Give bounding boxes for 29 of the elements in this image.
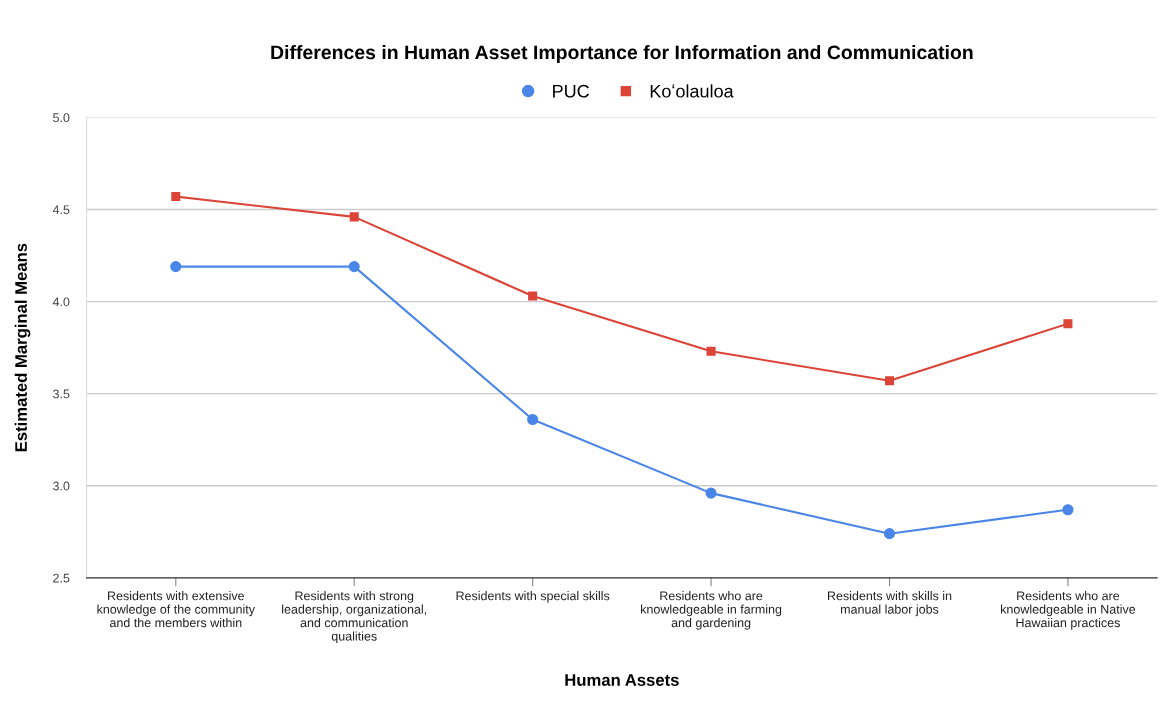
x-tick-label: Residents with special skills: [456, 591, 610, 603]
point: [348, 261, 360, 273]
chart-title: Differences in Human Asset Importance for Information and Communication: [271, 44, 973, 64]
y-tick-label: 3.5: [53, 389, 70, 399]
point: [1062, 504, 1074, 516]
x-axis-title: Human Assets: [565, 674, 679, 686]
point: [705, 487, 717, 499]
x-tick-label: Residents who are knowledgeable in farming and gardening: [641, 591, 782, 630]
x-tick-label: Residents with skills in manual labor jobs: [828, 591, 952, 617]
point: [884, 376, 895, 386]
point: [1063, 319, 1073, 329]
point: [527, 413, 539, 426]
y-tick-label: 5.0: [53, 113, 70, 123]
y-axis-title: Estimated Marginal Means: [14, 243, 31, 452]
point: [171, 192, 181, 202]
x-tick-label: Residents with extensive knowledge of the community and the members within: [97, 591, 255, 628]
legend-label: PUC: [553, 84, 590, 98]
point: [706, 346, 716, 356]
y-tick-label: 4.5: [52, 205, 70, 215]
y-tick-label: 4.0: [52, 297, 70, 307]
point: [349, 212, 359, 222]
point: [170, 261, 182, 273]
y-tick-label: 2.5: [53, 573, 70, 583]
point: [883, 528, 896, 540]
point: [528, 291, 538, 301]
y-tick-label: 3.0: [53, 481, 70, 491]
legend-label: Koʻolauloa: [650, 84, 734, 98]
x-tick-label: Residents with strong leadership, organizational, and communication qualities: [282, 591, 427, 644]
x-tick-label: Residents who are knowledgeable in Native Hawaiian practices: [1001, 591, 1136, 630]
